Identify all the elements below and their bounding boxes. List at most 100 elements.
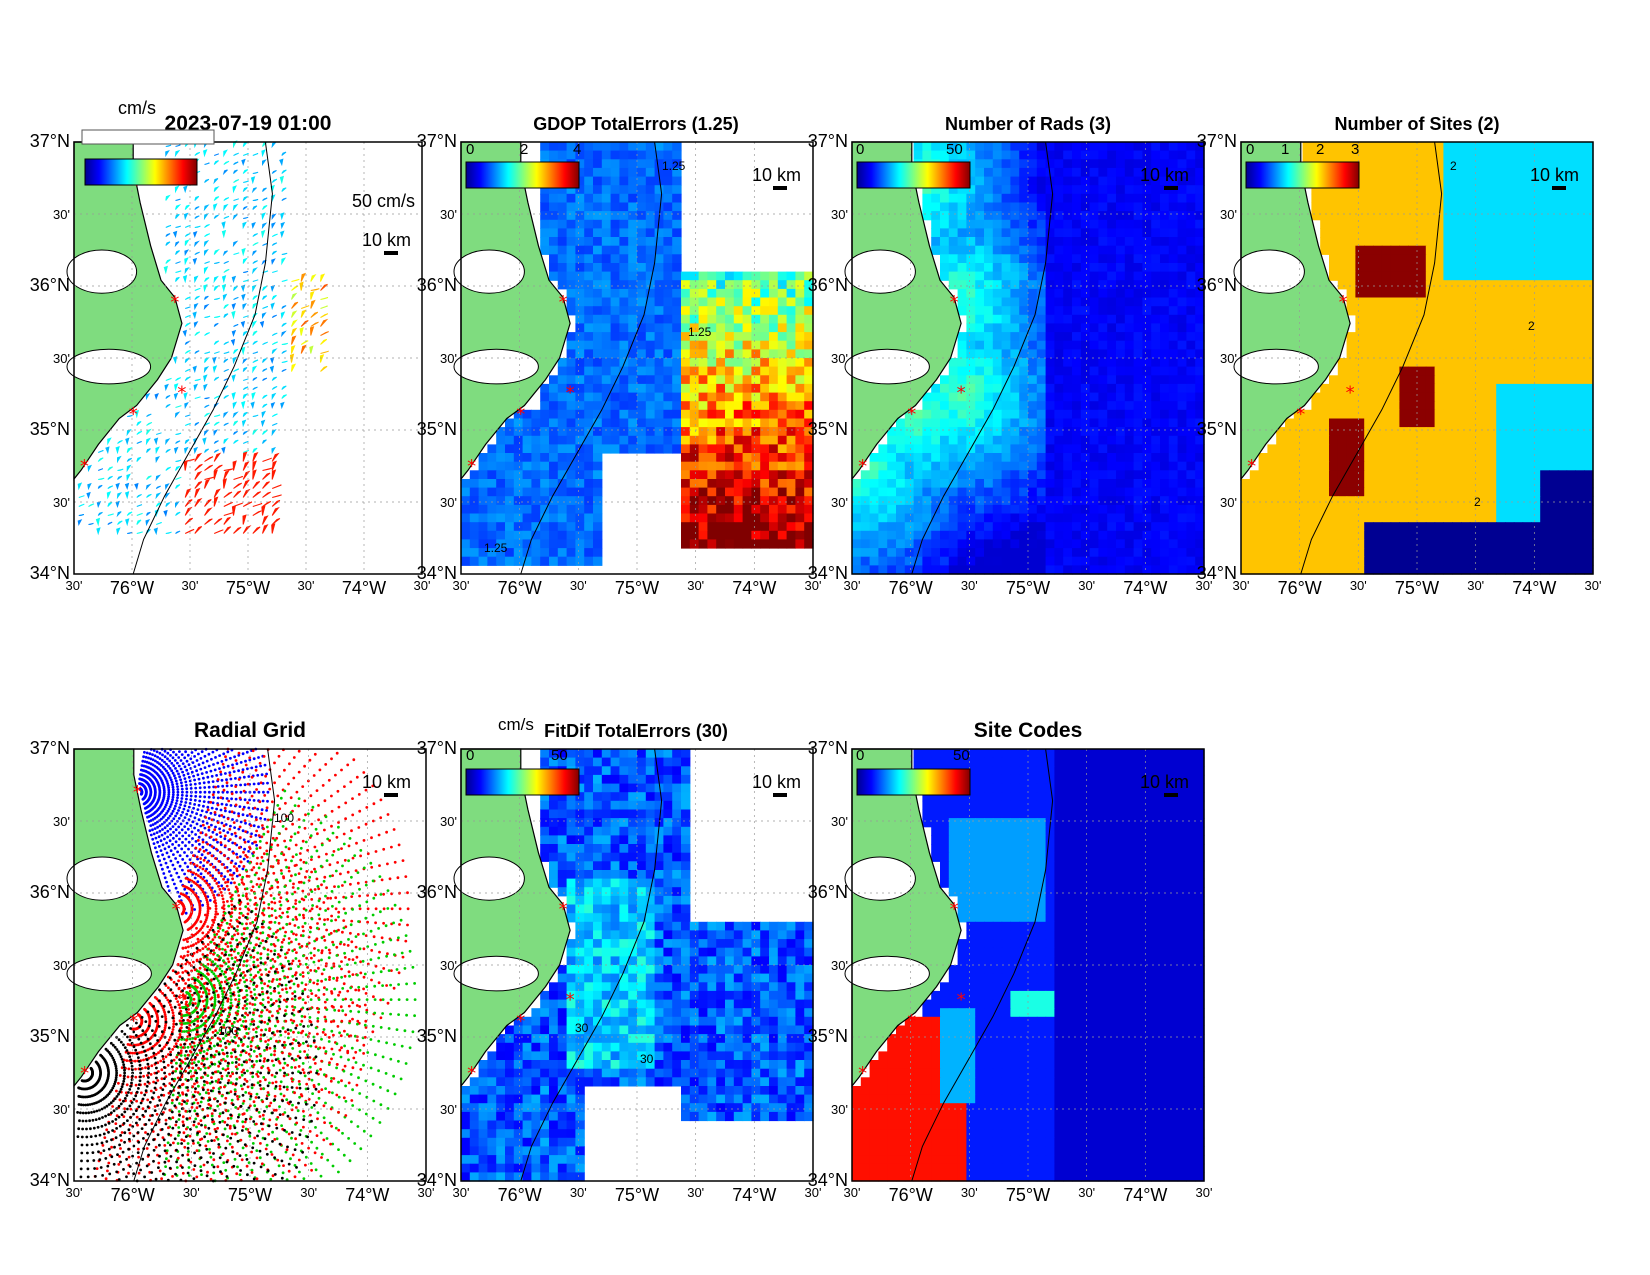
svg-text:30': 30' [53,207,70,222]
contour-label: 2 [1528,319,1535,333]
contour-labels: 1.25 1.25 1.25 2 2 2 100 100 30 30 [218,159,1535,1066]
svg-text:30': 30' [414,578,431,593]
contour-label: 30 [575,1021,589,1035]
svg-text:74°W: 74°W [1123,578,1167,598]
svg-text:*: * [1346,383,1355,404]
svg-text:*: * [950,292,959,313]
scale-bar-label: 10 km [752,772,801,792]
colorbar-tick: 2 [1316,141,1324,158]
gdop-colorbar [465,161,580,189]
colorbar-tick: 0 [856,747,864,764]
svg-text:34°N: 34°N [417,563,457,583]
svg-text:30': 30' [831,207,848,222]
scale-bar-label: 10 km [752,165,801,185]
svg-text:35°N: 35°N [808,419,848,439]
contour-label: 2 [1474,495,1481,509]
svg-text:30': 30' [453,578,470,593]
svg-text:75°W: 75°W [615,578,659,598]
svg-text:30': 30' [1196,578,1213,593]
svg-text:30': 30' [1233,578,1250,593]
svg-text:*: * [858,456,867,477]
colorbar-tick: 0 [1246,141,1254,158]
svg-text:30': 30' [570,578,587,593]
svg-text:*: * [957,383,966,404]
scale-bar [1552,186,1566,190]
svg-text:30': 30' [831,351,848,366]
svg-text:30': 30' [805,578,822,593]
svg-text:*: * [566,383,575,404]
svg-text:37°N: 37°N [1197,131,1237,151]
svg-text:*: * [467,456,476,477]
units-label: cm/s [498,715,534,734]
svg-text:30': 30' [1220,207,1237,222]
svg-text:30': 30' [961,578,978,593]
svg-text:34°N: 34°N [1197,563,1237,583]
panel-title: Site Codes [974,719,1083,742]
svg-text:37°N: 37°N [417,131,457,151]
colorbar-tick: 3 [1351,141,1359,158]
scale-bar [773,186,787,190]
svg-text:30': 30' [53,351,70,366]
svg-text:30': 30' [1078,578,1095,593]
panel-title: GDOP TotalErrors (1.25) [533,114,738,134]
map-fitdif: *****34°N30'35°N30'36°N30'37°N30'76°W30'… [417,738,822,1205]
scale-bar-label: 10 km [1140,772,1189,792]
scale-bar-label: 10 km [362,230,411,250]
svg-text:74°W: 74°W [342,578,386,598]
svg-text:*: * [132,175,141,196]
codes-colorbar [856,768,971,796]
svg-text:36°N: 36°N [808,275,848,295]
scale-bar [384,251,398,255]
panel-title: FitDif TotalErrors (30) [544,721,728,741]
colorbar-tick: 4 [573,141,581,158]
svg-text:74°W: 74°W [1512,578,1556,598]
units-label: cm/s [118,98,156,118]
svg-text:30': 30' [298,578,315,593]
svg-text:30': 30' [66,578,83,593]
map-site-codes: *****34°N30'35°N30'36°N30'37°N30'76°W30'… [808,738,1213,1205]
colorbar-tick: 0 [466,141,474,158]
contour-label: 30 [640,1052,654,1066]
contour-label: 2 [1450,159,1457,173]
scale-bar-label: 10 km [1530,165,1579,185]
svg-text:76°W: 76°W [1278,578,1322,598]
svg-text:35°N: 35°N [1197,419,1237,439]
contour-label: 100 [274,811,294,825]
svg-text:*: * [80,456,89,477]
svg-text:30': 30' [1220,495,1237,510]
svg-text:34°N: 34°N [30,563,70,583]
map-radial-grid: *****34°N30'35°N30'36°N30'37°N30' 76°W 30'… [30,738,435,1205]
svg-text:30': 30' [687,578,704,593]
svg-text:30': 30' [440,495,457,510]
map-number-of-rads: *****34°N30'35°N30'36°N30'37°N30'76°W30'… [808,131,1213,598]
svg-text:76°W: 76°W [889,578,933,598]
svg-text:34°N: 34°N [808,563,848,583]
svg-text:75°W: 75°W [226,578,270,598]
svg-text:30': 30' [1350,578,1367,593]
map-gdop: *****34°N30'35°N30'36°N30'37°N30'76°W30'… [417,131,822,598]
map-number-of-sites: *****34°N30'35°N30'36°N30'37°N30'76°W30'… [1197,131,1602,598]
svg-text:76°W: 76°W [498,578,542,598]
colorbar-tick: 1 [1281,141,1289,158]
scale-bar [1164,186,1178,190]
colorbar-tick: 50 [953,747,970,764]
svg-text:30': 30' [831,495,848,510]
scale-bar [773,793,787,797]
colorbar-tick: 50 [551,747,568,764]
svg-text:36°N: 36°N [1197,275,1237,295]
scale-bar-label: 10 km [362,772,411,792]
panel-fitdif-total-errors: *****34°N30'35°N30'36°N30'37°N30'76°W30'… [417,715,822,1205]
svg-text:30': 30' [182,578,199,593]
panel-number-of-sites: *****34°N30'35°N30'36°N30'37°N30'76°W30'… [1197,114,1602,598]
svg-text:30': 30' [1467,578,1484,593]
svg-text:36°N: 36°N [417,275,457,295]
svg-text:35°N: 35°N [30,419,70,439]
scale-bar [384,793,398,797]
panel-radial-grid: *****34°N30'35°N30'36°N30'37°N30' 76°W 30'… [30,719,435,1205]
svg-text:30': 30' [844,578,861,593]
velocity-colorbar [84,158,198,186]
svg-text:75°W: 75°W [1006,578,1050,598]
fitdif-colorbar [465,768,580,796]
svg-text:37°N: 37°N [808,131,848,151]
